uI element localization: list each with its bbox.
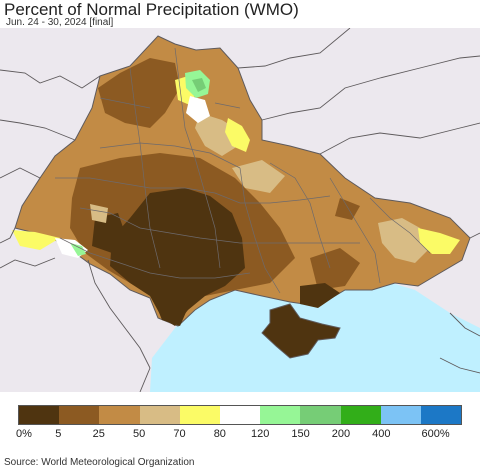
legend-swatch (59, 406, 100, 424)
crimea (261, 303, 341, 359)
legend-swatch (260, 406, 301, 424)
legend-label: 25 (92, 428, 105, 440)
legend-swatch (139, 406, 180, 424)
legend-label: 150 (291, 428, 310, 440)
region-dark-core (110, 188, 245, 326)
region-white-north (186, 96, 210, 123)
legend-label: 5 (55, 428, 62, 440)
legend-label: 80 (213, 428, 226, 440)
legend-label: 0% (16, 428, 32, 440)
legend-color-bar (18, 405, 462, 425)
legend-swatch (300, 406, 341, 424)
region-tan-center (232, 160, 285, 193)
legend-label: 70 (173, 428, 186, 440)
legend-swatch (99, 406, 140, 424)
region-dark-azov (300, 283, 340, 308)
legend-swatch (219, 406, 261, 424)
region-brown-north (98, 58, 180, 128)
region-brown-east (310, 248, 360, 290)
precipitation-map (0, 28, 480, 392)
page-title: Percent of Normal Precipitation (WMO) (4, 0, 299, 19)
region-dark-sw (150, 290, 190, 326)
legend-label: 50 (132, 428, 146, 440)
legend-swatch (380, 406, 421, 424)
legend-labels: 0% 5 25 50 70 80 120 150 200 400 600% (0, 428, 480, 442)
oblast-borders (55, 47, 431, 294)
region-green-north-core (192, 78, 206, 92)
legend-swatch (19, 406, 60, 424)
region-tan-east (378, 218, 430, 263)
region-green-sw (70, 243, 86, 256)
legend-label: 600% (421, 428, 450, 440)
country-borders (0, 28, 480, 392)
legend-label: 120 (250, 428, 270, 440)
legend-label: 400 (372, 428, 391, 440)
region-yellow-east (418, 228, 460, 254)
legend-swatch (179, 406, 220, 424)
region-yellow-sw (12, 230, 60, 250)
region-brown-ne (335, 198, 360, 220)
region-yellow-north (225, 118, 250, 152)
legend-swatch (340, 406, 381, 424)
source-credit: Source: World Meteorological Organizatio… (4, 457, 195, 468)
legend-swatch (420, 406, 462, 424)
legend-label: 200 (331, 428, 351, 440)
subtitle: Jun. 24 - 30, 2024 [final] (6, 17, 114, 28)
region-dark-west (92, 213, 125, 253)
region-tan-west (90, 204, 108, 223)
